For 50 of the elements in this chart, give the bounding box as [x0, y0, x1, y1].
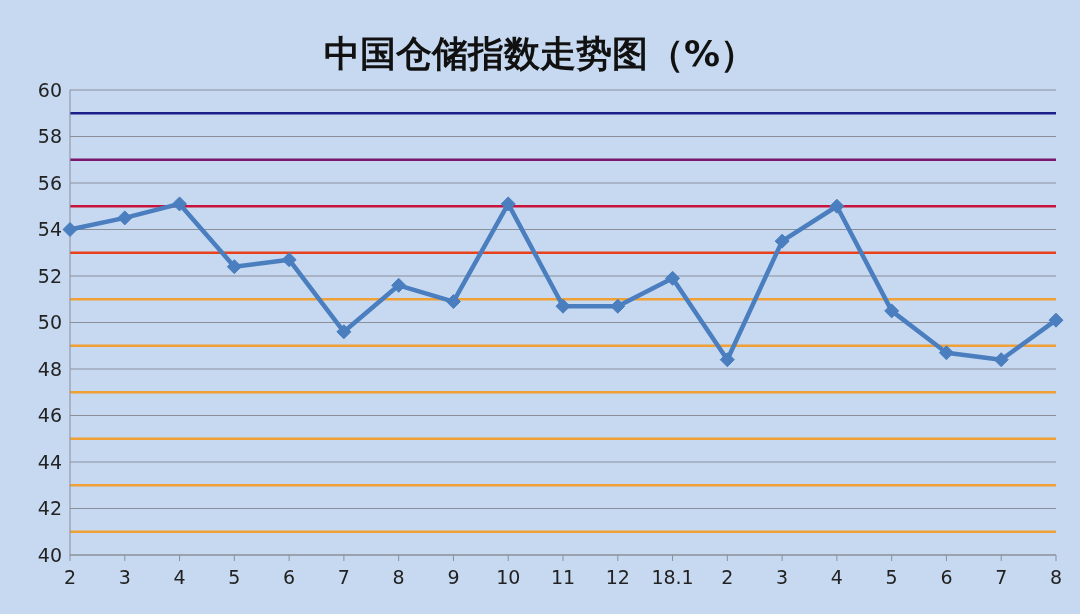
point	[62, 222, 78, 237]
point	[993, 352, 1009, 368]
x-tick-label: 6	[940, 566, 953, 589]
point	[938, 345, 954, 361]
point	[555, 298, 571, 314]
point	[500, 196, 516, 212]
x-tick-label: 2	[63, 566, 77, 589]
x-tick-label: 3	[776, 566, 789, 589]
x-tick-label: 8	[392, 566, 405, 589]
x-tick-label: 18.1	[651, 566, 694, 589]
chart-title: 中国仓储指数走势图（%）	[322, 32, 758, 76]
x-tick-label: 3	[118, 566, 131, 589]
x-tick-label: 12	[605, 566, 630, 589]
x-tick-label: 2	[721, 566, 734, 589]
y-tick-label: 40	[37, 543, 62, 566]
point	[829, 198, 845, 214]
point	[610, 298, 626, 314]
x-tick-label: 7	[995, 566, 1008, 589]
point	[391, 277, 407, 293]
y-tick-label: 52	[37, 264, 62, 287]
x-tick-label: 6	[283, 566, 296, 589]
y-tick-label: 56	[37, 171, 62, 194]
x-tick-label: 9	[447, 566, 460, 589]
point	[117, 210, 133, 226]
point	[336, 324, 352, 340]
x-tick-label: 8	[1049, 566, 1063, 589]
y-tick-label: 50	[37, 311, 62, 334]
point	[1048, 312, 1064, 328]
x-tick-label: 11	[550, 566, 576, 589]
x-tick-label: 5	[228, 566, 241, 589]
y-tick-label: 58	[37, 125, 62, 148]
x-tick-label: 4	[173, 566, 186, 589]
x-tick-label: 4	[830, 566, 843, 589]
x-tick-label: 7	[337, 566, 350, 589]
y-tick-label: 44	[37, 450, 62, 473]
point	[226, 259, 242, 275]
y-tick-label: 46	[37, 404, 62, 427]
point	[774, 233, 790, 249]
point	[281, 252, 297, 268]
point	[445, 294, 461, 310]
x-tick-label: 10	[496, 566, 521, 589]
y-tick-label: 42	[37, 497, 62, 520]
y-tick-label: 48	[37, 357, 62, 380]
y-tick-label: 60	[37, 78, 62, 101]
x-tick-label: 5	[885, 566, 898, 589]
point	[719, 352, 735, 368]
point	[884, 303, 900, 319]
y-tick-label: 54	[37, 218, 62, 241]
point	[665, 270, 681, 286]
point	[172, 196, 188, 212]
